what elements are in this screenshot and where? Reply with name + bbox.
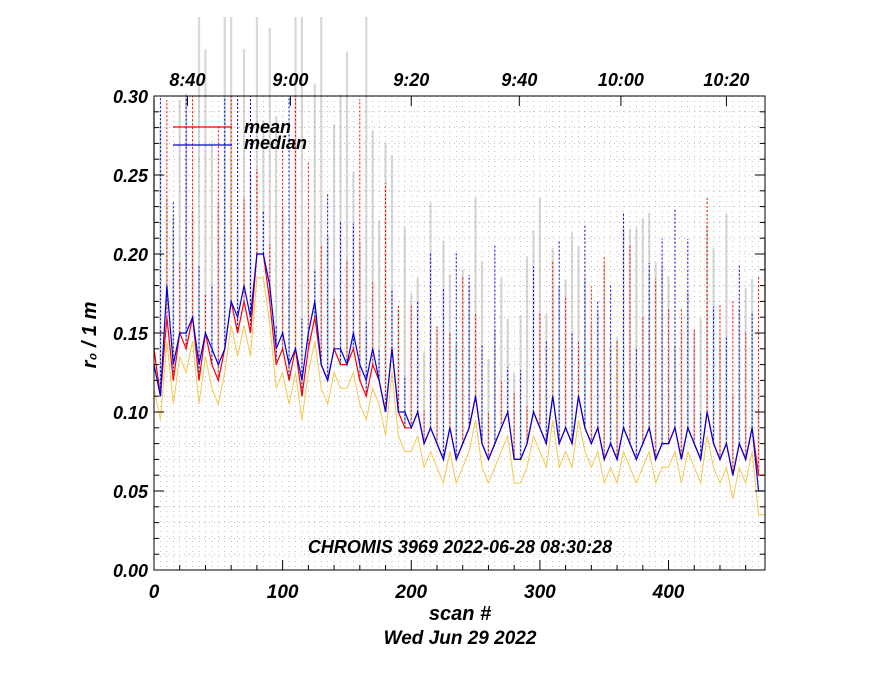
legend-mean-label: mean — [244, 117, 291, 137]
legend: mean median — [173, 117, 307, 153]
x-axis-label: scan # — [429, 603, 492, 625]
y-tick-label: 0.00 — [113, 561, 148, 581]
x-tick-label: 100 — [267, 582, 299, 603]
y-tick-label: 0.30 — [113, 87, 148, 107]
legend-median-label: median — [244, 133, 307, 153]
top-time-tick-label: 10:00 — [598, 70, 644, 90]
axes-layer — [153, 95, 766, 571]
x-tick-label: 400 — [652, 582, 685, 603]
top-time-tick-label: 9:00 — [272, 70, 308, 90]
series-layer — [153, 96, 766, 516]
y-tick-label: 0.10 — [113, 403, 148, 423]
grid-layer — [153, 95, 766, 571]
x-tick-label: 0 — [149, 582, 160, 603]
x-tick-label: 300 — [524, 582, 556, 603]
y-tick-label: 0.25 — [113, 166, 149, 186]
series-minimum-line — [153, 277, 765, 516]
top-time-tick-label: 8:40 — [169, 70, 205, 90]
top-time-tick-label: 9:20 — [393, 70, 429, 90]
date-footer: Wed Jun 29 2022 — [384, 628, 537, 649]
y-tick-label: 0.05 — [113, 482, 149, 502]
y-tick-label: 0.15 — [113, 324, 149, 344]
y-tick-label: 0.20 — [113, 245, 148, 265]
instrument-annotation: CHROMIS 3969 2022-06-28 08:30:28 — [308, 537, 612, 557]
labels-layer: 0 100 200 300 400 0.00 0.05 0.10 0.15 0.20 0.25 0.3… — [113, 70, 749, 603]
y-axis-label: r₀ / 1 m — [79, 302, 101, 369]
top-time-tick-label: 10:20 — [703, 70, 749, 90]
series-median-line — [153, 253, 765, 492]
top-time-tick-label: 9:40 — [501, 70, 537, 90]
x-tick-label: 200 — [394, 582, 427, 603]
